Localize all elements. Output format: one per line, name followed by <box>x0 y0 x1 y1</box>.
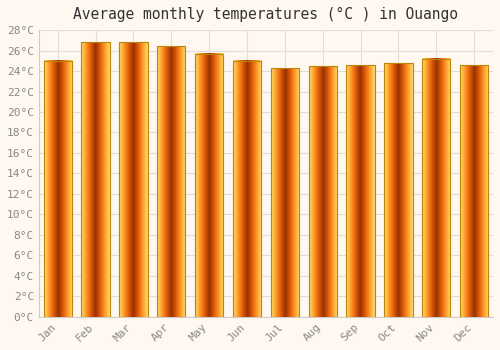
Bar <box>44 61 72 317</box>
Bar <box>460 65 488 317</box>
Bar <box>82 42 110 317</box>
Title: Average monthly temperatures (°C ) in Ouango: Average monthly temperatures (°C ) in Ou… <box>74 7 458 22</box>
Bar <box>119 42 148 317</box>
Bar <box>195 54 224 317</box>
Bar <box>308 66 337 317</box>
Bar <box>346 65 375 317</box>
Bar <box>384 63 412 317</box>
Bar <box>270 68 299 317</box>
Bar <box>233 61 261 317</box>
Bar <box>422 59 450 317</box>
Bar <box>157 47 186 317</box>
